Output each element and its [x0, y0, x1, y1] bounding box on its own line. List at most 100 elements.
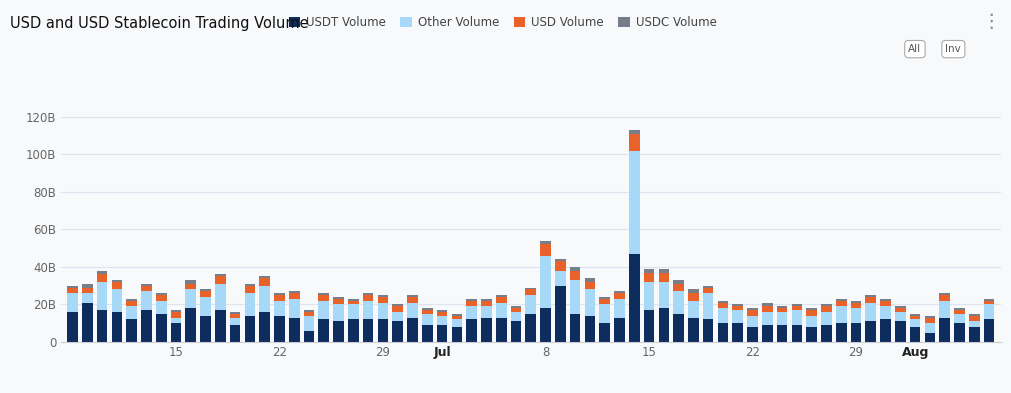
Bar — [466, 299, 477, 301]
Bar — [925, 323, 935, 332]
Bar — [126, 299, 136, 301]
Bar — [540, 308, 551, 342]
Bar — [245, 316, 255, 342]
Bar — [984, 301, 995, 305]
Bar — [673, 314, 683, 342]
Bar — [629, 130, 640, 134]
Bar — [303, 331, 314, 342]
Bar — [245, 284, 255, 286]
Bar — [570, 280, 580, 314]
Bar — [895, 312, 906, 321]
Bar — [718, 323, 728, 342]
Bar — [126, 306, 136, 320]
Bar — [142, 310, 152, 342]
Bar — [644, 310, 654, 342]
Bar — [718, 303, 728, 308]
Bar — [807, 308, 817, 310]
Bar — [910, 314, 920, 316]
Bar — [82, 303, 93, 342]
Bar — [229, 314, 241, 318]
Bar — [97, 310, 107, 342]
Bar — [171, 318, 181, 323]
Bar — [318, 293, 330, 295]
Bar — [260, 276, 270, 278]
Bar — [67, 288, 78, 293]
Bar — [762, 306, 772, 312]
Bar — [422, 314, 433, 325]
Bar — [939, 295, 950, 301]
Bar — [481, 299, 491, 301]
Legend: USDT Volume, Other Volume, USD Volume, USDC Volume: USDT Volume, Other Volume, USD Volume, U… — [284, 11, 721, 34]
Bar — [437, 316, 448, 325]
Bar — [495, 297, 507, 303]
Bar — [481, 301, 491, 306]
Bar — [111, 289, 122, 312]
Bar — [600, 297, 610, 299]
Bar — [969, 321, 980, 327]
Bar — [644, 282, 654, 310]
Bar — [126, 301, 136, 306]
Bar — [821, 325, 832, 342]
Bar — [289, 293, 299, 299]
Bar — [925, 332, 935, 342]
Bar — [363, 293, 373, 295]
Bar — [910, 327, 920, 342]
Bar — [260, 278, 270, 286]
Bar — [378, 295, 388, 297]
Bar — [881, 301, 891, 306]
Bar — [303, 312, 314, 316]
Bar — [452, 316, 462, 320]
Bar — [732, 305, 743, 306]
Bar — [658, 269, 669, 273]
Bar — [703, 286, 714, 288]
Bar — [658, 308, 669, 342]
Bar — [82, 288, 93, 293]
Bar — [511, 308, 522, 312]
Bar — [200, 316, 211, 342]
Bar — [111, 312, 122, 342]
Bar — [673, 284, 683, 291]
Text: ⋮: ⋮ — [982, 12, 1001, 31]
Bar — [614, 293, 625, 299]
Bar — [747, 316, 758, 327]
Bar — [82, 293, 93, 303]
Bar — [185, 284, 196, 289]
Bar — [378, 297, 388, 303]
Bar — [776, 308, 788, 312]
Bar — [392, 312, 403, 321]
Bar — [910, 320, 920, 327]
Bar — [969, 316, 980, 321]
Bar — [954, 314, 964, 323]
Bar — [600, 305, 610, 323]
Bar — [984, 299, 995, 301]
Bar — [600, 323, 610, 342]
Bar — [334, 297, 344, 299]
Bar — [289, 291, 299, 293]
Bar — [215, 274, 225, 276]
Bar — [452, 320, 462, 327]
Bar — [762, 303, 772, 306]
Bar — [703, 293, 714, 320]
Bar — [126, 320, 136, 342]
Bar — [555, 286, 566, 342]
Bar — [378, 303, 388, 320]
Bar — [437, 325, 448, 342]
Bar — [289, 299, 299, 318]
Bar — [732, 323, 743, 342]
Bar — [732, 306, 743, 310]
Bar — [334, 299, 344, 305]
Bar — [954, 310, 964, 314]
Bar — [850, 308, 861, 323]
Bar — [407, 295, 418, 297]
Bar — [718, 301, 728, 303]
Bar — [185, 289, 196, 308]
Bar — [97, 274, 107, 282]
Bar — [111, 282, 122, 289]
Bar — [260, 286, 270, 312]
Bar — [318, 295, 330, 301]
Bar — [821, 305, 832, 306]
Bar — [348, 305, 359, 320]
Bar — [570, 314, 580, 342]
Bar — [200, 291, 211, 297]
Bar — [792, 305, 802, 306]
